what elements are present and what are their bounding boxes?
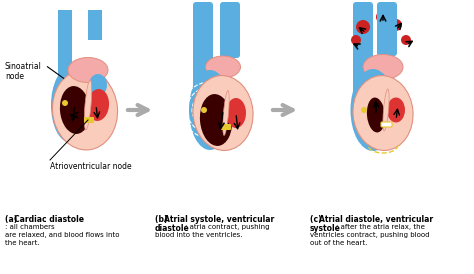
Text: Sinoatrial
node: Sinoatrial node — [5, 62, 42, 81]
Circle shape — [356, 20, 370, 34]
Text: Atrial systole, ventricular: Atrial systole, ventricular — [164, 215, 274, 224]
Circle shape — [401, 35, 411, 45]
Ellipse shape — [84, 80, 91, 130]
Ellipse shape — [353, 76, 413, 150]
Ellipse shape — [200, 94, 232, 146]
Text: (b): (b) — [155, 215, 170, 224]
Text: out of the heart.: out of the heart. — [310, 240, 367, 246]
Ellipse shape — [223, 91, 229, 135]
Circle shape — [351, 35, 361, 45]
Ellipse shape — [87, 89, 109, 121]
Ellipse shape — [383, 89, 389, 131]
Circle shape — [201, 107, 207, 113]
Polygon shape — [58, 10, 72, 120]
FancyBboxPatch shape — [220, 2, 240, 58]
Text: systole: systole — [310, 224, 341, 233]
Text: blood into the ventricles.: blood into the ventricles. — [155, 232, 243, 238]
Ellipse shape — [68, 58, 108, 82]
Ellipse shape — [51, 67, 89, 142]
Ellipse shape — [387, 98, 405, 122]
Text: diastole: diastole — [155, 224, 190, 233]
Circle shape — [361, 107, 367, 113]
FancyBboxPatch shape — [377, 2, 397, 56]
Circle shape — [376, 10, 390, 24]
Ellipse shape — [53, 70, 118, 150]
Ellipse shape — [85, 73, 115, 127]
Ellipse shape — [350, 69, 395, 151]
Ellipse shape — [206, 56, 240, 78]
FancyBboxPatch shape — [381, 122, 392, 127]
Ellipse shape — [189, 70, 231, 150]
Text: Cardiac diastole: Cardiac diastole — [14, 215, 84, 224]
Text: (c): (c) — [310, 215, 324, 224]
Text: Atrioventricular node: Atrioventricular node — [50, 162, 132, 171]
Text: : all chambers: : all chambers — [5, 224, 55, 230]
FancyBboxPatch shape — [221, 124, 231, 130]
FancyBboxPatch shape — [84, 117, 94, 123]
Text: are relaxed, and blood flows into: are relaxed, and blood flows into — [5, 232, 119, 238]
Circle shape — [62, 100, 68, 106]
Text: the heart.: the heart. — [5, 240, 40, 246]
Text: (a): (a) — [5, 215, 20, 224]
FancyBboxPatch shape — [353, 2, 373, 93]
Text: : atria contract, pushing: : atria contract, pushing — [185, 224, 270, 230]
Text: Atrial diastole, ventricular: Atrial diastole, ventricular — [319, 215, 433, 224]
Ellipse shape — [226, 98, 246, 128]
Ellipse shape — [193, 76, 253, 150]
Text: ventricles contract, pushing blood: ventricles contract, pushing blood — [310, 232, 429, 238]
Ellipse shape — [367, 98, 385, 132]
Ellipse shape — [363, 55, 403, 79]
Ellipse shape — [60, 86, 90, 134]
Text: : after the atria relax, the: : after the atria relax, the — [336, 224, 425, 230]
Polygon shape — [88, 10, 102, 40]
Ellipse shape — [89, 74, 107, 96]
Circle shape — [390, 19, 402, 31]
FancyBboxPatch shape — [193, 2, 213, 88]
